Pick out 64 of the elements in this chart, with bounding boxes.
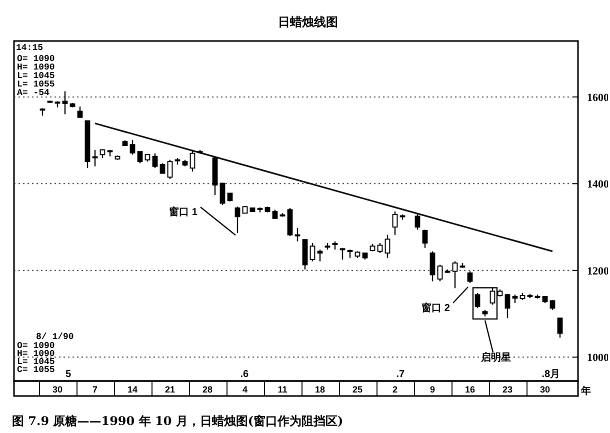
annotation: 8/ 1/90 [36, 332, 74, 342]
x-tick-label: 18 [314, 384, 326, 394]
candlestick [422, 229, 428, 248]
annotation: C= 1055 [17, 365, 55, 375]
candlestick [430, 250, 436, 282]
candlestick [130, 139, 136, 156]
candlestick [77, 106, 83, 118]
candlestick [557, 318, 563, 338]
candlestick [294, 227, 300, 242]
annotation: .6 [240, 369, 250, 380]
annotation: 5 [66, 369, 72, 380]
annotation: L= 1055 [17, 80, 55, 90]
x-tick-label: 23 [502, 384, 513, 394]
candlestick [437, 264, 443, 282]
x-tick-label: 30 [540, 384, 550, 394]
candlestick [467, 270, 473, 284]
x-tick-label: 9 [430, 384, 436, 394]
candlestick [137, 150, 143, 164]
candlestick [220, 182, 226, 206]
annotation: H= 1090 [17, 62, 55, 72]
x-tick-label: 21 [164, 384, 176, 394]
x-tick-label: 25 [352, 384, 363, 394]
candlestick [190, 149, 196, 172]
annotation: A= -54 [17, 88, 50, 98]
annotation: 14:15 [16, 43, 44, 53]
candlestick [167, 159, 173, 180]
candlestick [550, 299, 556, 310]
candlestick [160, 162, 166, 174]
candlestick [414, 214, 420, 230]
annotation: .8月 [542, 369, 560, 380]
annotation: O= 1090 [17, 341, 55, 351]
x-tick-label: 14 [127, 384, 138, 394]
candlestick [234, 206, 240, 234]
candlestick [317, 248, 323, 262]
candlestick [392, 210, 398, 236]
candlestick [92, 149, 98, 167]
x-tick-label: 11 [278, 384, 288, 394]
candlestick [100, 148, 106, 159]
x-tick-label: 30 [52, 384, 63, 394]
x-tick-label: 28 [202, 384, 213, 394]
caption: 图 7.9 原糖——1990 年 10 月，日蜡烛图(窗口作为阻挡区) [12, 414, 344, 428]
candlestick [474, 292, 480, 309]
candlestick [452, 260, 458, 289]
candlestick [377, 242, 383, 254]
annotation: L= 1045 [17, 71, 55, 81]
annotation: 启明星 [480, 351, 511, 364]
x-tick-label: 16 [464, 384, 476, 394]
candlestick [504, 293, 510, 319]
candlestick [490, 288, 496, 306]
annotation: L= 1045 [17, 357, 55, 367]
candlestick [62, 90, 68, 115]
candlestick [384, 234, 390, 258]
x-tick-label: 2 [392, 384, 398, 394]
annotation: .7 [396, 369, 406, 380]
chart-title: 日蜡烛线图 [278, 15, 338, 29]
annotation: O= 1090 [17, 54, 55, 64]
candlestick [152, 152, 158, 169]
text: 年 [580, 385, 591, 397]
annotation: 窗口 2 [422, 302, 450, 314]
annotation: H= 1090 [17, 349, 55, 359]
x-tick-label: 7 [92, 384, 98, 394]
candlestick [310, 242, 316, 262]
annotation: 窗口 1 [169, 206, 198, 218]
x-tick-label: 4 [242, 384, 248, 394]
